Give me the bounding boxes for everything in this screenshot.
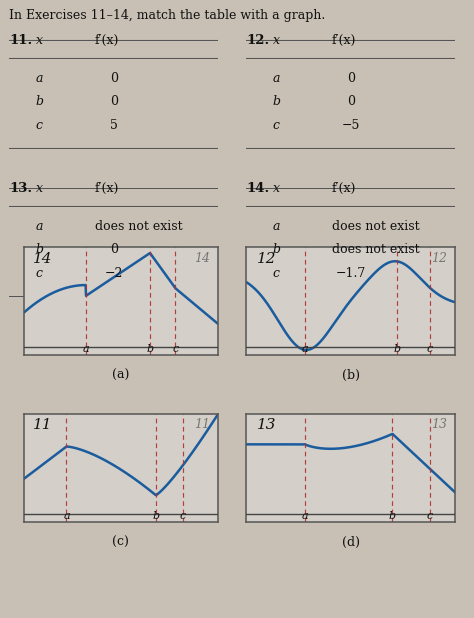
Text: 14: 14 <box>33 252 53 266</box>
Text: c: c <box>273 119 280 132</box>
Text: 13.: 13. <box>9 182 33 195</box>
Text: 12: 12 <box>431 252 447 265</box>
Text: 0: 0 <box>347 72 355 85</box>
Text: 12: 12 <box>257 252 276 266</box>
Text: f′(x): f′(x) <box>95 34 119 47</box>
Text: f′(x): f′(x) <box>95 182 119 195</box>
Text: (d): (d) <box>342 536 360 549</box>
Text: c: c <box>427 344 433 354</box>
Text: b: b <box>146 344 154 354</box>
Text: b: b <box>36 95 44 108</box>
Text: a: a <box>36 220 43 233</box>
Text: b: b <box>36 243 44 256</box>
Text: a: a <box>36 72 43 85</box>
Text: x: x <box>273 182 280 195</box>
Text: f′(x): f′(x) <box>332 34 356 47</box>
Text: 5: 5 <box>110 119 118 132</box>
Text: a: a <box>301 344 308 354</box>
Text: c: c <box>172 344 178 354</box>
Text: x: x <box>273 34 280 47</box>
Text: b: b <box>152 511 159 521</box>
Text: does not exist: does not exist <box>95 220 182 233</box>
Text: 11: 11 <box>33 418 53 433</box>
Text: −2: −2 <box>105 267 123 280</box>
Text: 11.: 11. <box>9 34 33 47</box>
Text: −1.7: −1.7 <box>336 267 366 280</box>
Text: c: c <box>273 267 280 280</box>
Text: (c): (c) <box>112 536 129 549</box>
Text: c: c <box>427 511 433 521</box>
Text: x: x <box>36 34 43 47</box>
Text: 12.: 12. <box>246 34 270 47</box>
Text: 0: 0 <box>347 95 355 108</box>
Text: In Exercises 11–14, match the table with a graph.: In Exercises 11–14, match the table with… <box>9 9 326 22</box>
Text: 13: 13 <box>431 418 447 431</box>
Text: 0: 0 <box>110 243 118 256</box>
Text: a: a <box>273 220 280 233</box>
Text: 13: 13 <box>257 418 276 433</box>
Text: b: b <box>273 95 281 108</box>
Text: x: x <box>36 182 43 195</box>
Text: a: a <box>82 344 89 354</box>
Text: c: c <box>36 267 43 280</box>
Text: 0: 0 <box>110 72 118 85</box>
Text: does not exist: does not exist <box>332 220 419 233</box>
Text: b: b <box>389 511 396 521</box>
Text: does not exist: does not exist <box>332 243 419 256</box>
Text: a: a <box>301 511 308 521</box>
Text: b: b <box>393 344 400 354</box>
Text: c: c <box>180 511 186 521</box>
Text: 0: 0 <box>110 95 118 108</box>
Text: f′(x): f′(x) <box>332 182 356 195</box>
Text: a: a <box>273 72 280 85</box>
Text: (a): (a) <box>112 369 129 382</box>
Text: (b): (b) <box>342 369 360 382</box>
Text: −5: −5 <box>342 119 360 132</box>
Text: a: a <box>63 511 70 521</box>
Text: b: b <box>273 243 281 256</box>
Text: 14: 14 <box>194 252 210 265</box>
Text: c: c <box>36 119 43 132</box>
Text: 11: 11 <box>194 418 210 431</box>
Text: 14.: 14. <box>246 182 270 195</box>
